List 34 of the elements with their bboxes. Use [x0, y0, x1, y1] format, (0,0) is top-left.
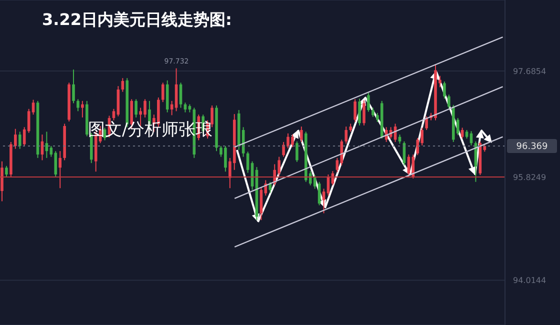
candlestick	[5, 165, 8, 178]
candlestick	[460, 127, 464, 140]
candlestick	[18, 131, 22, 150]
candlestick	[0, 160, 4, 202]
ref-line-label: 96.369	[516, 142, 548, 152]
candlestick	[81, 100, 84, 118]
candlestick	[76, 98, 80, 112]
candlestick	[134, 98, 138, 118]
candlestick	[161, 82, 164, 103]
candlestick	[358, 98, 361, 126]
y-tick-label: 95.8249	[513, 172, 546, 182]
candlestick	[22, 126, 26, 148]
candlestick	[354, 98, 356, 123]
candlestick	[372, 107, 374, 118]
candlestick	[174, 68, 178, 112]
candlestick	[268, 181, 272, 194]
candlestick	[300, 126, 303, 142]
candlestick	[112, 108, 116, 121]
candlestick	[344, 126, 348, 144]
candlestick	[32, 99, 35, 116]
candlestick	[58, 150, 62, 189]
candlestick	[45, 131, 48, 158]
y-tick-label: 94.0144	[513, 276, 546, 286]
candlestick	[443, 81, 446, 100]
candlestick	[425, 116, 428, 130]
y-tick-label: 97.6854	[513, 66, 546, 76]
text: 3.22日内美元日线走势图:	[42, 10, 232, 31]
candlestick	[296, 140, 298, 162]
candlestick	[340, 139, 344, 166]
candlestick	[367, 92, 370, 112]
candlestick	[72, 69, 75, 104]
candlestick	[448, 94, 450, 109]
candlestick	[54, 150, 58, 178]
candlestick	[362, 100, 366, 126]
